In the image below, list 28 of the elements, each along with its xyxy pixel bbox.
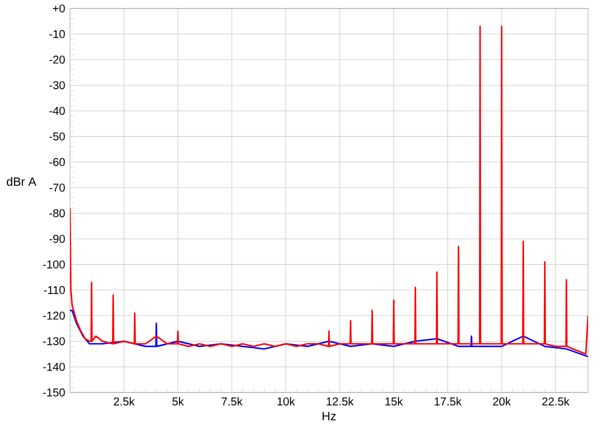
y-tick-label: -70 (49, 183, 65, 192)
y-tick-label: -10 (49, 30, 65, 38)
y-tick-label: -140 (43, 362, 65, 371)
y-tick-label: -100 (43, 260, 65, 268)
x-tick-label: 22.5k (542, 396, 570, 406)
y-axis-title: dBr A (6, 176, 36, 186)
y-tick-label: -90 (49, 234, 65, 243)
y-tick-label: -110 (44, 286, 65, 294)
y-tick-label: +0 (52, 4, 65, 12)
x-tick-label: 15k (385, 396, 403, 406)
y-tick-label: -130 (43, 337, 65, 346)
x-tick-label: 2.5k (114, 396, 135, 406)
y-tick-label: -60 (49, 158, 65, 166)
x-tick-label: 5k (172, 396, 184, 406)
x-tick-label: 7.5k (222, 396, 243, 406)
line-series (70, 310, 588, 358)
y-tick-label: -50 (49, 132, 65, 140)
y-tick-label: -80 (49, 209, 65, 218)
y-tick-label: -120 (43, 311, 65, 320)
x-tick-label: 20k (493, 396, 511, 406)
y-tick-label: -20 (49, 55, 65, 64)
x-tick-label: 17.5k (434, 396, 462, 406)
x-tick-label: 10k (278, 396, 295, 406)
y-tick-label: -30 (49, 81, 65, 90)
y-tick-label: -40 (49, 106, 65, 115)
y-tick-label: -150 (43, 388, 65, 396)
x-tick-label: 12.5k (326, 396, 354, 406)
x-axis-title: Hz (322, 412, 336, 420)
